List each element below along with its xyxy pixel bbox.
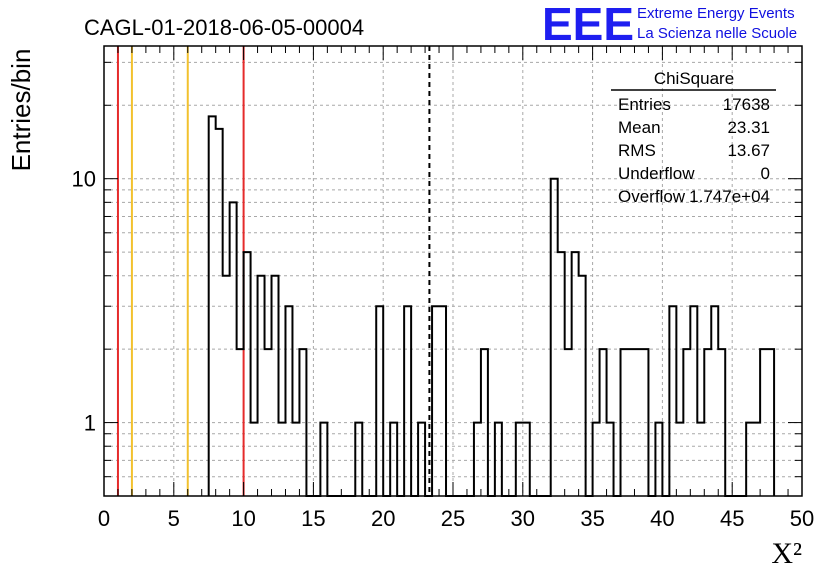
stats-label: Underflow xyxy=(618,164,695,183)
x-tick-label: 40 xyxy=(650,506,674,531)
stats-label: RMS xyxy=(618,141,656,160)
stats-value: 0 xyxy=(761,164,770,183)
histogram-bar xyxy=(572,252,579,496)
x-tick-label: 5 xyxy=(168,506,180,531)
histogram-bar xyxy=(711,306,718,496)
histogram-bar xyxy=(404,306,411,496)
histogram-bar xyxy=(690,306,697,496)
y-tick-label: 1 xyxy=(84,411,96,436)
x-tick-label: 35 xyxy=(580,506,604,531)
histogram-bar xyxy=(244,252,251,496)
histogram-bar xyxy=(258,276,265,496)
histogram-bar xyxy=(223,276,230,496)
x-tick-label: 20 xyxy=(371,506,395,531)
histogram-bins xyxy=(207,115,776,497)
y-axis-label: Entries/bin xyxy=(6,49,36,172)
stats-rows: Entries 17638 Mean 23.31 RMS 13.67 Underflow 0 O… xyxy=(618,95,770,206)
stats-value: 23.31 xyxy=(727,118,770,137)
stats-value: 17638 xyxy=(723,95,770,114)
histogram-bar xyxy=(579,276,586,496)
axis-ticks: 0 5 10 15 20 25 30 35 40 45 50 1 10 xyxy=(72,46,814,531)
histogram-outline xyxy=(207,115,776,497)
logo-mark: EEE xyxy=(542,0,634,50)
histogram-bar xyxy=(376,306,383,496)
logo-line-1: Extreme Energy Events xyxy=(637,5,795,22)
histogram-bar xyxy=(285,306,292,496)
x-tick-label: 15 xyxy=(301,506,325,531)
stats-value: 13.67 xyxy=(727,141,770,160)
stats-value: 1.747e+04 xyxy=(689,187,770,206)
histogram-bar xyxy=(432,306,439,496)
grid-lines xyxy=(104,46,802,497)
x-tick-label: 25 xyxy=(441,506,465,531)
histogram-bar xyxy=(216,129,223,496)
histogram-bar xyxy=(272,276,279,496)
histogram-bar xyxy=(558,252,565,496)
x-tick-label: 0 xyxy=(98,506,110,531)
eee-logo: EEE Extreme Energy Events La Scienza nel… xyxy=(542,0,797,50)
stats-label: Overflow xyxy=(618,187,686,206)
x-tick-label: 45 xyxy=(720,506,744,531)
x-tick-label: 10 xyxy=(231,506,255,531)
x-tick-label: 50 xyxy=(790,506,814,531)
x-tick-label: 30 xyxy=(511,506,535,531)
stats-title: ChiSquare xyxy=(654,69,734,88)
logo-line-2: La Scienza nelle Scuole xyxy=(637,25,797,42)
histogram-bar xyxy=(439,306,446,496)
histogram-bar xyxy=(669,306,676,496)
reference-lines xyxy=(116,46,431,496)
y-tick-label: 10 xyxy=(72,167,96,192)
x-axis-label: X² xyxy=(771,537,802,570)
histogram-bar xyxy=(551,179,558,496)
run-title: CAGL-01-2018-06-05-00004 xyxy=(84,15,364,40)
stats-label: Mean xyxy=(618,118,661,137)
stats-label: Entries xyxy=(618,95,671,114)
stats-box: ChiSquare Entries 17638 Mean 23.31 RMS 13.67 U… xyxy=(611,69,776,206)
